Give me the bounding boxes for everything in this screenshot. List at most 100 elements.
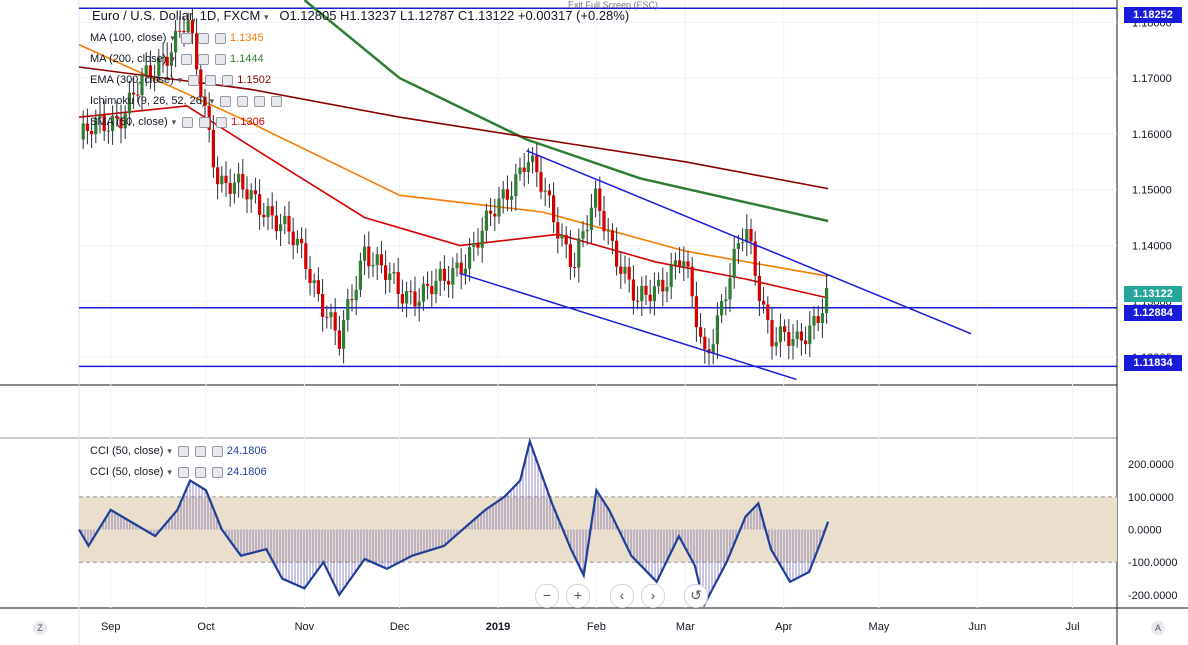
- reset-icon[interactable]: [254, 95, 266, 107]
- eye-icon[interactable]: [220, 95, 232, 107]
- price-tag-top: 1.18252: [1124, 7, 1182, 23]
- close-icon[interactable]: [222, 74, 234, 86]
- candle-body: [228, 182, 232, 194]
- time-tick-label: Sep: [101, 621, 121, 633]
- candle-body: [745, 229, 749, 243]
- gear-icon[interactable]: [205, 74, 217, 86]
- ma-line-ema-300-close-: [78, 66, 829, 190]
- price-tick-label: 1.16000: [1132, 129, 1172, 141]
- candle-body: [98, 115, 102, 119]
- chevron-down-icon[interactable]: ▾: [167, 466, 172, 477]
- legend-cci-1[interactable]: CCI (50, close) ▾ 24.1806: [90, 445, 267, 457]
- zoom-out-button[interactable]: −: [535, 584, 559, 608]
- candle-body: [627, 266, 631, 280]
- close-icon[interactable]: [211, 445, 223, 457]
- gear-icon[interactable]: [197, 53, 209, 65]
- candle-body: [673, 260, 677, 266]
- legend-label: EMA (300, close): [90, 74, 174, 86]
- exit-fullscreen-note[interactable]: Exit Full Screen (ESC): [568, 0, 659, 10]
- candle-body: [665, 286, 669, 292]
- candle-body: [266, 206, 270, 218]
- candle-body: [552, 195, 556, 223]
- candle-body: [312, 280, 316, 284]
- candle-body: [165, 56, 169, 66]
- cci-tick-label: -100.0000: [1128, 557, 1178, 569]
- eye-icon[interactable]: [188, 74, 200, 86]
- eye-icon[interactable]: [180, 53, 192, 65]
- candle-body: [81, 123, 85, 140]
- close-icon[interactable]: [271, 95, 283, 107]
- candle-body: [224, 175, 228, 183]
- scroll-forward-button[interactable]: ›: [641, 584, 665, 608]
- gear-icon[interactable]: [194, 445, 206, 457]
- legend-cci-2[interactable]: CCI (50, close) ▾ 24.1806: [90, 466, 267, 478]
- candle-body: [644, 285, 648, 295]
- candle-body: [417, 301, 421, 307]
- candle-body: [295, 238, 299, 246]
- scale-toggle-left[interactable]: Z: [33, 621, 47, 635]
- gear-icon[interactable]: [194, 466, 206, 478]
- chevron-down-icon[interactable]: ▾: [170, 53, 175, 64]
- close-icon[interactable]: [214, 32, 226, 44]
- scale-toggle-right[interactable]: A: [1151, 621, 1165, 635]
- legend-ma100[interactable]: MA (100, close) ▾ 1.1345: [90, 32, 264, 44]
- candle-body: [816, 315, 820, 324]
- time-tick-label: May: [869, 621, 890, 633]
- legend-ichimoku[interactable]: Ichimoku (9, 26, 52, 26) ▾: [90, 95, 283, 107]
- candle-body: [220, 175, 224, 185]
- candle-body: [804, 340, 808, 345]
- candle-body: [610, 230, 614, 241]
- chevron-down-icon[interactable]: ▾: [170, 32, 175, 43]
- candle-body: [640, 285, 644, 302]
- candle-body: [169, 52, 173, 66]
- gear-icon[interactable]: [237, 95, 249, 107]
- close-icon[interactable]: [216, 116, 228, 128]
- symbol-label[interactable]: Euro / U.S. Dollar, 1D, FXCM: [92, 8, 261, 23]
- candle-body: [216, 167, 220, 185]
- chevron-down-icon[interactable]: ▾: [263, 12, 269, 22]
- time-tick-label: Jul: [1066, 621, 1080, 633]
- eye-icon[interactable]: [177, 445, 189, 457]
- candle-body: [94, 118, 98, 135]
- candle-body: [274, 215, 278, 232]
- legend-ema300[interactable]: EMA (300, close) ▾ 1.1502: [90, 74, 271, 86]
- candle-body: [211, 129, 215, 168]
- candle-body: [648, 294, 652, 302]
- legend-sma50[interactable]: SMA (50, close) ▾ 1.1306: [90, 116, 265, 128]
- candle-body: [148, 65, 152, 77]
- candle-body: [741, 242, 745, 244]
- candle-body: [421, 283, 425, 302]
- price-tick-label: 1.15000: [1132, 185, 1172, 197]
- candle-body: [115, 115, 119, 119]
- candle-body: [682, 261, 686, 267]
- eye-icon[interactable]: [182, 116, 194, 128]
- zoom-in-button[interactable]: +: [566, 584, 590, 608]
- close-icon[interactable]: [214, 53, 226, 65]
- chevron-down-icon[interactable]: ▾: [171, 116, 177, 127]
- eye-icon[interactable]: [177, 466, 189, 478]
- candle-body: [795, 331, 799, 340]
- scroll-back-button[interactable]: ‹: [610, 584, 634, 608]
- eye-icon[interactable]: [180, 32, 192, 44]
- candle-body: [367, 246, 371, 267]
- gear-icon[interactable]: [197, 32, 209, 44]
- chevron-down-icon[interactable]: ▾: [209, 95, 215, 106]
- close-icon[interactable]: [211, 466, 223, 478]
- chevron-down-icon[interactable]: ▾: [177, 74, 183, 85]
- candle-body: [732, 248, 736, 279]
- candle-body: [476, 243, 480, 248]
- candle-body: [249, 190, 253, 200]
- cci-tick-label: -200.0000: [1128, 590, 1178, 602]
- reset-chart-button[interactable]: ↺: [684, 584, 708, 608]
- legend-ma200[interactable]: MA (200, close) ▾ 1.1444: [90, 53, 264, 65]
- candle-body: [497, 198, 501, 217]
- legend-label: SMA (50, close): [90, 116, 168, 128]
- candle-body: [510, 196, 514, 200]
- chevron-down-icon[interactable]: ▾: [167, 445, 172, 456]
- time-tick-label: Jun: [968, 621, 986, 633]
- gear-icon[interactable]: [199, 116, 211, 128]
- candle-body: [371, 264, 375, 267]
- candle-body: [505, 189, 509, 200]
- candle-body: [287, 215, 291, 232]
